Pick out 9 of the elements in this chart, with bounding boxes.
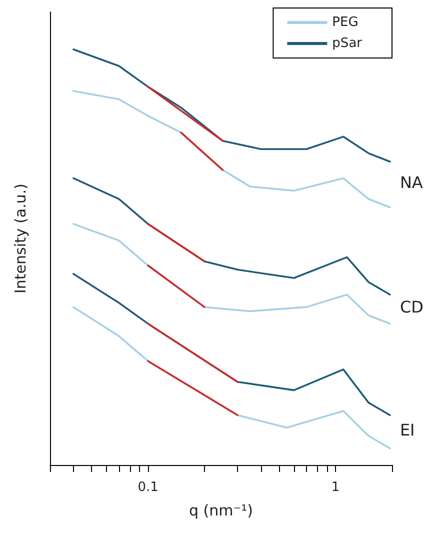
text: EI [400,420,415,440]
x-tick-label: 0.1 [138,480,158,495]
legend-label: pSar [332,36,363,51]
x-tick-label: 1 [331,480,340,495]
legend-label: PEG [332,15,358,30]
text: NA [400,172,423,192]
text: CD [400,298,424,317]
x-axis-title: q (nm⁻¹) [188,502,254,520]
y-axis-title: Intensity (a.u.) [12,184,30,294]
